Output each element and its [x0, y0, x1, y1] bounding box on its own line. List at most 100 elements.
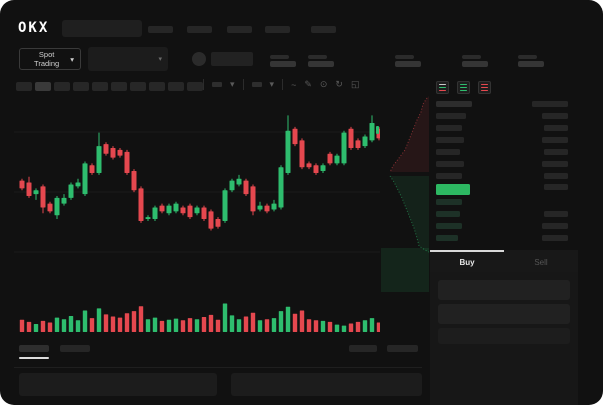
price-cell: [436, 101, 472, 107]
order-book-view-book-combined-icon[interactable]: [436, 81, 449, 94]
amount-cell: [544, 184, 568, 190]
timeframe-button[interactable]: [187, 82, 203, 91]
timeframe-button[interactable]: [35, 82, 51, 91]
divider: [14, 367, 422, 368]
price-cell: [436, 125, 462, 131]
orders-table-placeholder: [19, 373, 217, 396]
order-book-panel: Buy Sell: [430, 76, 578, 405]
order-book-row[interactable]: [436, 137, 568, 144]
stat-value-placeholder: [518, 61, 544, 67]
amount-cell: [542, 113, 568, 119]
fullscreen-icon[interactable]: ◱: [350, 79, 360, 89]
price-cell: [436, 137, 464, 143]
order-book-view-book-bids-icon[interactable]: [457, 81, 470, 94]
price-cell: [436, 173, 462, 179]
stat-label-placeholder: [308, 55, 327, 59]
price-cell: [436, 184, 470, 195]
price-cell: [436, 235, 458, 241]
amount-cell: [542, 137, 568, 143]
nav-item-placeholder[interactable]: [148, 26, 173, 33]
draw-tool-icon[interactable]: ✎: [304, 79, 312, 89]
timeframe-button[interactable]: [92, 82, 108, 91]
amount-cell: [544, 149, 568, 155]
order-book-view-toggles: [436, 81, 491, 94]
trade-side-tabs: Buy Sell: [430, 250, 578, 272]
bottom-action[interactable]: [349, 345, 377, 352]
price-cell: [436, 211, 460, 217]
okx-logo[interactable]: OKX: [18, 20, 50, 36]
chevron-down-icon[interactable]: ▾: [269, 79, 275, 89]
order-book-row[interactable]: [436, 211, 568, 218]
amount-cell: [532, 101, 568, 107]
order-book-row[interactable]: [436, 113, 568, 120]
order-book-row[interactable]: [436, 199, 568, 206]
nav-item-placeholder[interactable]: [311, 26, 336, 33]
timeframe-button[interactable]: [54, 82, 70, 91]
price-marker: [376, 126, 379, 134]
chevron-down-icon[interactable]: ▾: [230, 79, 235, 89]
order-book-row[interactable]: [436, 223, 568, 230]
divider: [242, 79, 244, 90]
search-input[interactable]: [62, 20, 142, 37]
divider: [203, 79, 204, 90]
timeframe-button[interactable]: [130, 82, 146, 91]
price-cell: [436, 113, 466, 119]
compare-placeholder[interactable]: [251, 82, 262, 87]
market-type-label: Spot Trading: [34, 50, 60, 68]
bottom-tab-active-underline: [19, 357, 49, 359]
stat-label-placeholder: [270, 55, 289, 59]
candlestick-chart[interactable]: [14, 100, 380, 292]
timeframe-button[interactable]: [73, 82, 89, 91]
history-table-placeholder: [231, 373, 422, 396]
price-input[interactable]: [438, 280, 570, 300]
amount-input[interactable]: [438, 304, 570, 324]
timeframe-button[interactable]: [16, 82, 32, 91]
stat-label-placeholder: [395, 55, 414, 59]
bottom-action[interactable]: [387, 345, 418, 352]
tab-sell[interactable]: Sell: [534, 257, 548, 267]
market-type-selector[interactable]: Spot Trading ▾: [19, 48, 81, 70]
refresh-icon[interactable]: ↻: [335, 79, 343, 89]
timeframe-button[interactable]: [168, 82, 184, 91]
bottom-tab[interactable]: [60, 345, 90, 352]
stat-value-placeholder: [270, 61, 296, 67]
line-type-icon[interactable]: ~: [291, 79, 297, 90]
volume-chart[interactable]: [14, 292, 380, 334]
snapshot-icon[interactable]: ⊙: [319, 79, 328, 89]
pair-selector-dropdown[interactable]: ▾: [88, 47, 168, 71]
nav-item-placeholder[interactable]: [227, 26, 252, 33]
indicator-placeholder[interactable]: [212, 82, 222, 87]
order-book-row[interactable]: [436, 161, 568, 168]
order-book-row[interactable]: [436, 125, 568, 132]
coin-icon: [192, 52, 206, 66]
chevron-down-icon: ▾: [158, 56, 162, 63]
nav-item-placeholder[interactable]: [187, 26, 212, 33]
stat-value-placeholder: [395, 61, 421, 67]
amount-cell: [544, 211, 568, 217]
amount-cell: [542, 161, 568, 167]
order-book-row[interactable]: [436, 173, 568, 180]
order-book-row[interactable]: [436, 235, 568, 242]
timeframe-button[interactable]: [149, 82, 165, 91]
order-book-row[interactable]: [436, 184, 568, 195]
divider: [282, 79, 284, 90]
price-cell: [436, 161, 464, 167]
order-book-row[interactable]: [436, 149, 568, 156]
price-cell: [436, 199, 462, 205]
depth-chart[interactable]: [381, 96, 429, 302]
stat-label-placeholder: [462, 55, 481, 59]
bottom-tab-active[interactable]: [19, 345, 49, 352]
tab-buy[interactable]: Buy: [430, 250, 504, 272]
stat-value-placeholder: [308, 61, 334, 67]
timeframe-button[interactable]: [111, 82, 127, 91]
chevron-down-icon: ▾: [70, 54, 74, 64]
order-book-view-book-asks-icon[interactable]: [478, 81, 491, 94]
stat-label-placeholder: [518, 55, 537, 59]
price-cell: [436, 223, 462, 229]
amount-cell: [542, 235, 568, 241]
order-book-row[interactable]: [436, 101, 568, 108]
amount-cell: [542, 223, 568, 229]
total-input[interactable]: [438, 328, 570, 344]
nav-item-placeholder[interactable]: [265, 26, 290, 33]
